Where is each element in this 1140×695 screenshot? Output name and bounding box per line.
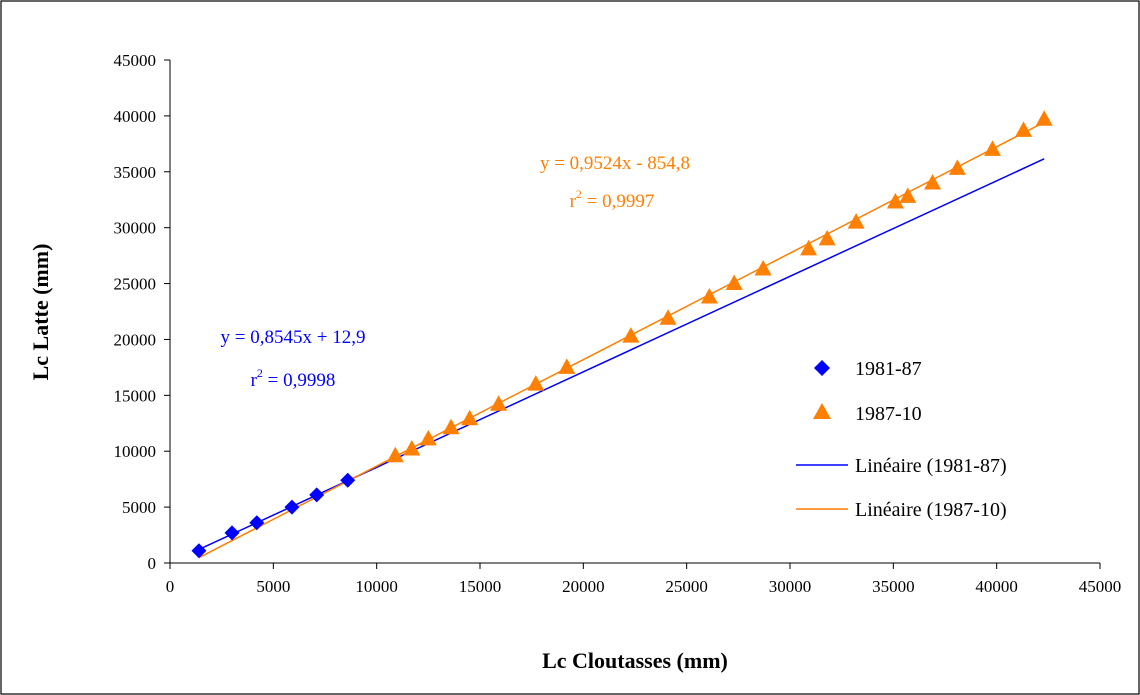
legend-item-linear-1981-87: Linéaire (1981-87) bbox=[796, 455, 1007, 477]
data-point-triangle bbox=[754, 260, 772, 276]
data-point-triangle bbox=[403, 439, 421, 456]
x-tick-label: 40000 bbox=[975, 577, 1018, 596]
legend: 1981-87 1987-10 Linéaire (1981-87) Linéa… bbox=[796, 358, 1007, 521]
data-point-triangle bbox=[847, 213, 865, 229]
r2-value-1981-87: = 0,9998 bbox=[263, 370, 335, 391]
r2-symbol-1981-87: r bbox=[251, 370, 258, 391]
y-tick-label: 5000 bbox=[122, 498, 156, 517]
data-point-triangle bbox=[818, 229, 836, 246]
y-tick-label: 20000 bbox=[114, 330, 157, 349]
data-point-diamond bbox=[191, 543, 207, 559]
data-point-triangle bbox=[386, 446, 404, 463]
legend-item-linear-1987-10: Linéaire (1987-10) bbox=[796, 499, 1007, 521]
x-tick-label: 25000 bbox=[665, 577, 708, 596]
data-point-triangle bbox=[948, 159, 966, 175]
legend-label-linear-1987-10: Linéaire (1987-10) bbox=[855, 499, 1007, 521]
y-tick-label: 35000 bbox=[114, 163, 157, 182]
data-point-triangle bbox=[1035, 110, 1053, 126]
data-points bbox=[191, 110, 1053, 559]
y-tick-label: 30000 bbox=[114, 219, 157, 238]
data-point-triangle bbox=[886, 192, 904, 209]
r2-superscript-1987-10: 2 bbox=[576, 187, 582, 201]
x-tick-label: 30000 bbox=[769, 577, 812, 596]
data-point-triangle bbox=[984, 140, 1002, 156]
equation-1981-87: y = 0,8545x + 12,9 bbox=[221, 327, 366, 348]
x-axis-title: Lc Cloutasses (mm) bbox=[542, 648, 728, 673]
legend-item-1981-87: 1981-87 bbox=[814, 358, 922, 380]
y-tick-label: 40000 bbox=[114, 107, 157, 126]
r2-symbol-1987-10: r bbox=[570, 191, 577, 212]
data-point-triangle bbox=[490, 395, 508, 411]
data-point-diamond bbox=[249, 515, 265, 531]
data-point-triangle bbox=[700, 287, 718, 304]
x-tick-label: 35000 bbox=[872, 577, 915, 596]
r2-1981-87: r2 = 0,9998 bbox=[251, 366, 336, 391]
y-axis: 0 5000 10000 15000 20000 25000 30000 35000 40000… bbox=[28, 51, 171, 573]
trendline-1 bbox=[198, 121, 1045, 559]
x-tick-label: 20000 bbox=[562, 577, 605, 596]
data-point-triangle bbox=[1015, 121, 1033, 137]
trend-equation-1987-10: y = 0,9524x - 854,8 r2 = 0,9997 bbox=[540, 153, 690, 212]
y-tick-label: 0 bbox=[148, 554, 157, 573]
y-tick-label: 15000 bbox=[114, 386, 157, 405]
y-axis-title: Lc Latte (mm) bbox=[28, 244, 53, 381]
data-point-diamond bbox=[340, 472, 356, 488]
data-point-triangle bbox=[622, 327, 640, 343]
data-point-triangle bbox=[800, 239, 818, 256]
r2-value-1987-10: = 0,9997 bbox=[582, 191, 654, 212]
x-tick-label: 0 bbox=[166, 577, 175, 596]
data-point-triangle bbox=[558, 358, 576, 374]
data-point-triangle bbox=[924, 173, 942, 190]
y-tick-label: 45000 bbox=[114, 51, 157, 70]
x-tick-label: 10000 bbox=[355, 577, 398, 596]
data-point-diamond bbox=[224, 525, 240, 541]
equation-1987-10: y = 0,9524x - 854,8 bbox=[540, 153, 690, 174]
legend-label-linear-1981-87: Linéaire (1981-87) bbox=[855, 455, 1007, 477]
data-point-triangle bbox=[725, 274, 743, 291]
y-tick-label: 25000 bbox=[114, 275, 157, 294]
data-point-triangle bbox=[659, 309, 677, 325]
data-point-triangle bbox=[419, 429, 437, 446]
data-point-triangle bbox=[442, 418, 460, 435]
legend-item-1987-10: 1987-10 bbox=[813, 403, 922, 425]
x-axis-ticks: 0 5000 10000 15000 20000 25000 30000 35000 40000… bbox=[166, 563, 1122, 596]
r2-superscript-1981-87: 2 bbox=[257, 366, 263, 380]
legend-label-1981-87: 1981-87 bbox=[855, 358, 922, 380]
data-point-triangle bbox=[527, 375, 545, 391]
legend-marker-diamond bbox=[814, 360, 830, 376]
data-point-triangle bbox=[461, 409, 479, 426]
trendlines bbox=[198, 121, 1045, 559]
y-axis-ticks: 0 5000 10000 15000 20000 25000 30000 35000 40000… bbox=[114, 51, 170, 573]
x-axis: 0 5000 10000 15000 20000 25000 30000 35000 40000… bbox=[166, 562, 1122, 673]
legend-label-1987-10: 1987-10 bbox=[855, 403, 922, 425]
data-point-diamond bbox=[309, 487, 325, 503]
r2-1987-10: r2 = 0,9997 bbox=[570, 187, 655, 212]
data-point-diamond bbox=[284, 499, 300, 515]
y-tick-label: 10000 bbox=[114, 442, 157, 461]
trend-equation-1981-87: y = 0,8545x + 12,9 r2 = 0,9998 bbox=[221, 327, 366, 391]
legend-marker-triangle bbox=[813, 403, 831, 419]
data-point-triangle bbox=[899, 187, 917, 203]
x-tick-label: 15000 bbox=[459, 577, 502, 596]
x-tick-label: 5000 bbox=[256, 577, 290, 596]
x-tick-label: 45000 bbox=[1079, 577, 1122, 596]
